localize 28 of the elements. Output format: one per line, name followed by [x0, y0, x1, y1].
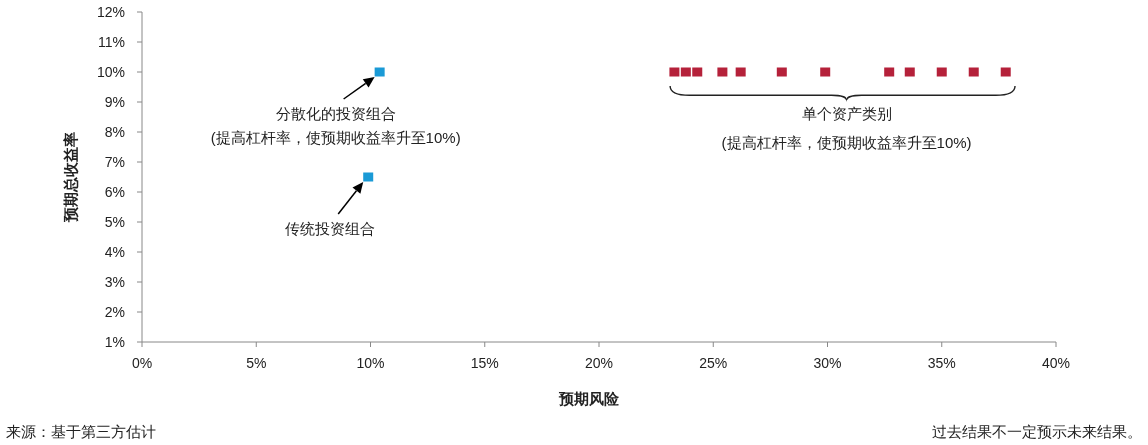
y-tick-label: 4% [104, 244, 125, 260]
annotation: 分散化的投资组合 (提高杠杆率，使预期收益率升至10%) [210, 105, 461, 146]
annotation: 传统投资组合 [285, 220, 376, 237]
x-tick-label: 15% [470, 355, 499, 371]
y-tick-label: 2% [104, 304, 125, 320]
x-tick-label: 20% [584, 355, 614, 371]
y-tick-label: 12% [96, 4, 125, 20]
y-tick-label: 10% [96, 64, 125, 80]
text: 过去结果不一定预示未来结果。 [932, 423, 1142, 440]
x-tick-label: 30% [813, 355, 842, 371]
x-tick-label: 40% [1041, 355, 1071, 371]
x-tick-label: 25% [699, 355, 728, 371]
y-tick-label: 11% [98, 34, 125, 50]
y-tick-label: 3% [104, 274, 125, 290]
x-tick-label: 0% [131, 355, 153, 371]
y-tick-label: 1% [104, 334, 125, 350]
y-tick-label: 5% [104, 214, 125, 230]
y-tick-label: 8% [104, 124, 125, 140]
x-tick-label: 35% [927, 355, 956, 371]
x-tick-label: 10% [356, 355, 385, 371]
annotation: 单个资产类别 (提高杠杆率，使预期收益率升至10%) [721, 105, 972, 151]
x-axis-title: 预期风险 [558, 390, 620, 407]
y-tick-label: 7% [104, 154, 125, 170]
x-tick-label: 5% [246, 355, 267, 371]
source-note: 来源：基于第三方估计 [6, 423, 156, 440]
y-tick-label: 9% [104, 94, 125, 110]
y-tick-label: 6% [104, 184, 125, 200]
y-axis-title: 预期总收益率 [62, 132, 79, 223]
